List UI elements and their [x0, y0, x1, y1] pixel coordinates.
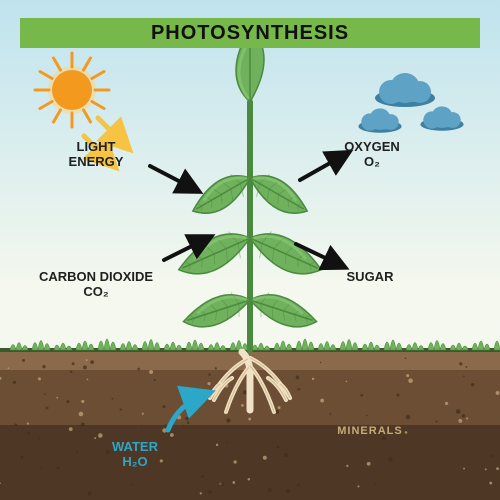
label-water: WATER H₂O — [55, 440, 215, 470]
label-text: MINERALS — [337, 425, 402, 437]
label-text: OXYGEN — [344, 139, 400, 154]
title-bar: PHOTOSYNTHESIS — [20, 18, 480, 48]
label-text: SUGAR — [347, 269, 394, 284]
label-subtext: H₂O — [55, 455, 215, 470]
label-light-energy: LIGHT ENERGY — [16, 140, 176, 170]
label-subtext: CO₂ — [16, 285, 176, 300]
label-oxygen: OXYGEN O₂ — [292, 140, 452, 170]
photosynthesis-diagram: PHOTOSYNTHESIS LIGHT ENERGY OXYGEN O₂ CA… — [0, 0, 500, 500]
label-text: CARBON DIOXIDE — [39, 269, 153, 284]
label-carbon-dioxide: CARBON DIOXIDE CO₂ — [16, 270, 176, 300]
label-sugar: SUGAR — [290, 270, 450, 285]
label-text: WATER — [112, 439, 158, 454]
label-minerals: MINERALS — [290, 425, 450, 438]
label-text: LIGHT — [77, 139, 116, 154]
page-title: PHOTOSYNTHESIS — [151, 22, 349, 45]
label-subtext: ENERGY — [16, 155, 176, 170]
label-subtext: O₂ — [292, 155, 452, 170]
